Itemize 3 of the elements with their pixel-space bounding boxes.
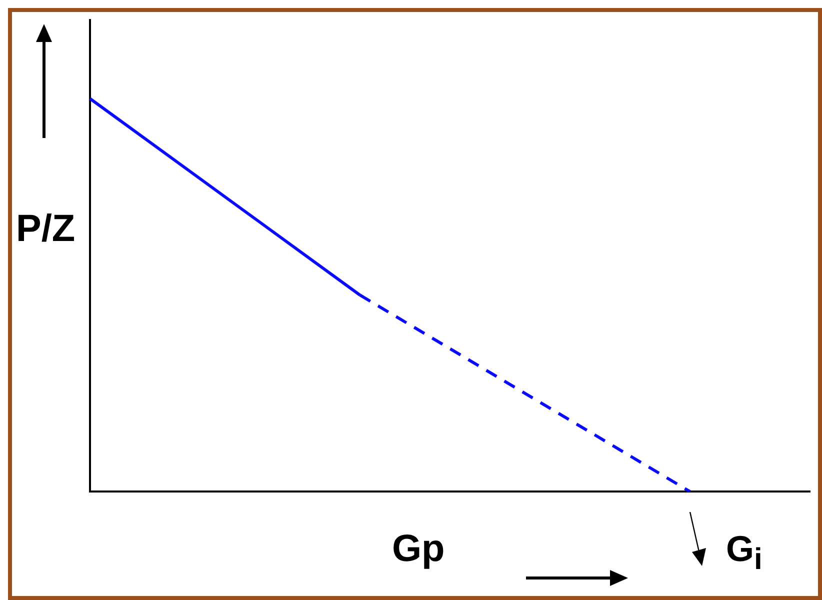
text: G$_{i}$ [726, 528, 762, 578]
y-axis-title: P/Z [16, 208, 76, 251]
x-axis-title: Gp [392, 528, 445, 571]
